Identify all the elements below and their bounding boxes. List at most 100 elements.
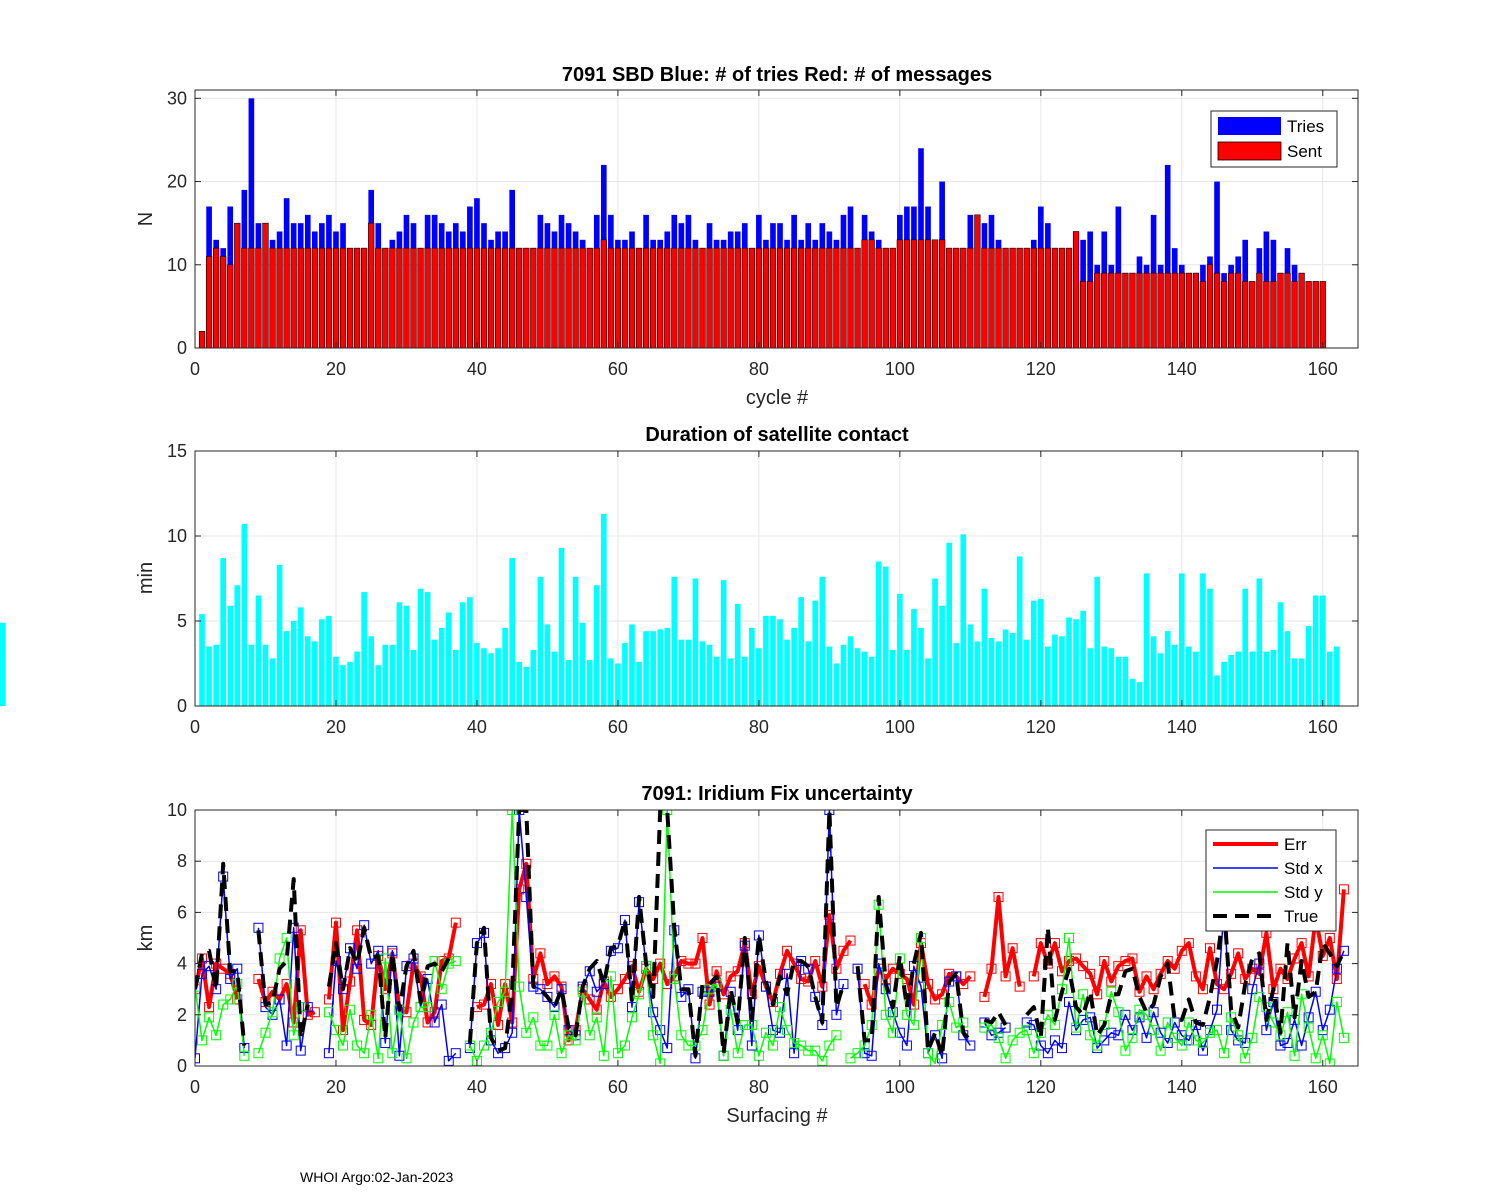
duration-bar [671, 576, 678, 706]
sent-bar [410, 247, 417, 349]
series-marker [1338, 884, 1349, 895]
series-marker [648, 1030, 659, 1041]
series-marker [739, 1020, 750, 1031]
duration-bar [220, 558, 227, 706]
sent-bar [974, 214, 981, 349]
sent-bar [304, 247, 311, 349]
series-marker [1141, 971, 1152, 982]
duration-bar [502, 627, 508, 706]
sent-bar [671, 247, 678, 349]
series-marker [274, 994, 285, 1005]
duration-bar [467, 597, 473, 706]
sent-bar [1143, 272, 1150, 349]
sent-bar [805, 247, 812, 349]
y-tick-label: 8 [177, 851, 187, 871]
sent-bar [586, 247, 593, 349]
series-marker [1197, 984, 1208, 995]
series-marker [1141, 1009, 1152, 1020]
sent-bar [1199, 281, 1207, 349]
series-marker [1212, 1004, 1223, 1015]
series-marker [211, 1030, 222, 1041]
series-marker [993, 1032, 1004, 1043]
series-marker [436, 999, 447, 1010]
sent-bar [791, 247, 798, 349]
sent-bar [882, 247, 889, 349]
duration-bar [410, 649, 417, 706]
series-marker [648, 1007, 659, 1018]
sent-bar [607, 247, 614, 349]
duration-bar [847, 636, 854, 706]
series-marker [979, 991, 990, 1002]
series-marker [218, 963, 229, 974]
sent-bar [332, 247, 340, 349]
sent-bar [1178, 272, 1185, 349]
series-marker [1148, 1007, 1159, 1018]
duration-bars [0, 513, 1340, 706]
sent-bar [1122, 272, 1129, 349]
series-marker [1042, 1048, 1053, 1059]
x-tick-label: 0 [190, 1077, 200, 1097]
series-marker [627, 1012, 638, 1023]
duration-bar [495, 648, 501, 706]
series-marker [930, 994, 941, 1005]
series-marker [901, 1040, 912, 1051]
sent-bar [403, 247, 410, 349]
series-marker [352, 1040, 363, 1051]
duration-bar [1249, 651, 1256, 706]
duration-bar [1002, 629, 1009, 706]
sent-bar [1164, 272, 1171, 349]
duration-bar [1101, 646, 1108, 706]
series-marker [521, 1027, 532, 1038]
series-marker [1296, 1040, 1307, 1051]
series-marker [859, 1048, 870, 1059]
series-marker [422, 1017, 433, 1028]
duration-bar [438, 627, 445, 706]
series-marker [436, 984, 447, 995]
y-tick-label: 20 [167, 172, 187, 192]
duration-bar [375, 665, 382, 706]
duration-bar [452, 649, 459, 706]
duration-bar [340, 665, 346, 706]
duration-bar [720, 580, 727, 706]
sent-bar [1192, 272, 1200, 349]
sent-bar [318, 247, 325, 349]
duration-bar [1073, 619, 1079, 706]
x-tick-label: 140 [1167, 717, 1197, 737]
duration-bar [1298, 658, 1305, 706]
duration-bar [227, 605, 234, 706]
series-marker [817, 1055, 828, 1066]
sent-bar [727, 247, 734, 349]
duration-bar [685, 639, 692, 706]
series-marker [831, 1030, 842, 1041]
duration-bar [431, 639, 438, 706]
sent-bar [755, 247, 762, 349]
series-marker [986, 1030, 997, 1041]
series-marker [1247, 1032, 1258, 1043]
sent-bar [1072, 231, 1080, 349]
sent-bar [1016, 247, 1023, 349]
duration-bar [326, 615, 332, 706]
x-tick-label: 40 [467, 1077, 487, 1097]
series-marker [1303, 1022, 1314, 1033]
x-tick-label: 120 [1026, 717, 1056, 737]
series-marker [584, 1030, 595, 1041]
duration-bar [833, 663, 840, 706]
duration-bar [882, 566, 889, 706]
series-marker [535, 1040, 546, 1051]
series-marker [1000, 1053, 1011, 1064]
series-marker [598, 1050, 609, 1061]
duration-bar [1178, 573, 1185, 706]
series-marker [1226, 968, 1237, 979]
series-marker [584, 994, 595, 1005]
sent-bar [480, 247, 488, 349]
series-marker [535, 984, 546, 995]
duration-bar [1263, 651, 1270, 706]
sent-bar [283, 247, 290, 349]
series-marker [1141, 1032, 1152, 1043]
legend-stdy-label: Std y [1284, 883, 1323, 902]
sent-bar [1291, 281, 1298, 349]
duration-bar [248, 644, 255, 706]
series-marker [1007, 943, 1018, 954]
sent-bar [664, 247, 671, 349]
series-marker [1169, 1017, 1180, 1028]
